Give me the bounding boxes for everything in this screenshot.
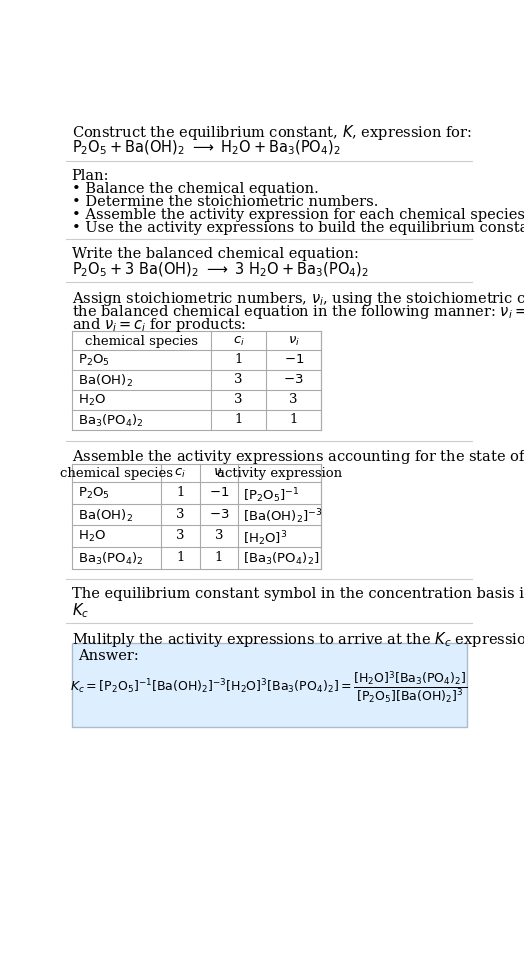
Text: $\mathrm{Ba(OH)_2}$: $\mathrm{Ba(OH)_2}$ [78, 507, 133, 524]
Text: Plan:: Plan: [72, 169, 109, 183]
Text: $\mathrm{Ba_3(PO_4)_2}$: $\mathrm{Ba_3(PO_4)_2}$ [78, 413, 144, 430]
Text: chemical species: chemical species [60, 467, 173, 480]
Text: The equilibrium constant symbol in the concentration basis is:: The equilibrium constant symbol in the c… [72, 587, 524, 601]
Text: $c_i$: $c_i$ [233, 335, 245, 347]
Text: $[\mathrm{Ba(OH)_2}]^{-3}$: $[\mathrm{Ba(OH)_2}]^{-3}$ [243, 507, 323, 526]
Text: $\mathrm{P_2O_5}$: $\mathrm{P_2O_5}$ [78, 486, 110, 502]
Text: • Assemble the activity expression for each chemical species.: • Assemble the activity expression for e… [72, 208, 524, 222]
Text: Construct the equilibrium constant, $K$, expression for:: Construct the equilibrium constant, $K$,… [72, 123, 472, 142]
Text: $\nu_i$: $\nu_i$ [213, 467, 225, 480]
Text: $\mathrm{Ba_3(PO_4)_2}$: $\mathrm{Ba_3(PO_4)_2}$ [78, 550, 144, 567]
Text: Mulitply the activity expressions to arrive at the $K_c$ expression:: Mulitply the activity expressions to arr… [72, 630, 524, 649]
Text: $-3$: $-3$ [209, 507, 229, 521]
Text: 3: 3 [289, 393, 298, 406]
Bar [72, 643, 467, 727]
Text: $-1$: $-1$ [209, 486, 229, 500]
Text: $K_c = [\mathrm{P_2O_5}]^{-1}[\mathrm{Ba(OH)_2}]^{-3}[\mathrm{H_2O}]^{3}[\mathrm: $K_c = [\mathrm{P_2O_5}]^{-1}[\mathrm{Ba… [70, 669, 467, 706]
Text: 1: 1 [215, 550, 223, 564]
Text: • Determine the stoichiometric numbers.: • Determine the stoichiometric numbers. [72, 196, 378, 209]
Text: $[\mathrm{Ba_3(PO_4)_2}]$: $[\mathrm{Ba_3(PO_4)_2}]$ [243, 550, 319, 567]
Text: 3: 3 [234, 393, 243, 406]
Text: the balanced chemical equation in the following manner: $\nu_i = -c_i$ for react: the balanced chemical equation in the fo… [72, 303, 524, 321]
Text: $[\mathrm{H_2O}]^{3}$: $[\mathrm{H_2O}]^{3}$ [243, 529, 287, 548]
Text: $-3$: $-3$ [283, 373, 304, 386]
Text: $\nu_i$: $\nu_i$ [288, 335, 300, 347]
Text: Write the balanced chemical equation:: Write the balanced chemical equation: [72, 246, 358, 261]
Text: 3: 3 [176, 507, 184, 521]
Text: Answer:: Answer: [78, 648, 139, 663]
Text: Assign stoichiometric numbers, $\nu_i$, using the stoichiometric coefficients, $: Assign stoichiometric numbers, $\nu_i$, … [72, 290, 524, 308]
Text: $\mathrm{P_2O_5}$: $\mathrm{P_2O_5}$ [78, 353, 110, 368]
Text: 1: 1 [176, 486, 184, 500]
Text: $K_c$: $K_c$ [72, 601, 89, 620]
Text: $[\mathrm{P_2O_5}]^{-1}$: $[\mathrm{P_2O_5}]^{-1}$ [243, 486, 299, 505]
Text: Assemble the activity expressions accounting for the state of matter and $\nu_i$: Assemble the activity expressions accoun… [72, 449, 524, 466]
Text: chemical species: chemical species [85, 335, 198, 347]
Text: 3: 3 [176, 529, 184, 543]
Text: • Use the activity expressions to build the equilibrium constant expression.: • Use the activity expressions to build … [72, 222, 524, 235]
Text: 3: 3 [215, 529, 223, 543]
Text: $\mathrm{Ba(OH)_2}$: $\mathrm{Ba(OH)_2}$ [78, 373, 133, 389]
Text: 1: 1 [176, 550, 184, 564]
Text: $-1$: $-1$ [283, 353, 304, 366]
Text: 1: 1 [235, 353, 243, 366]
Text: and $\nu_i = c_i$ for products:: and $\nu_i = c_i$ for products: [72, 316, 246, 334]
Text: $c_i$: $c_i$ [174, 467, 186, 480]
Text: $\mathrm{H_2O}$: $\mathrm{H_2O}$ [78, 529, 106, 545]
Text: $\mathrm{P_2O_5 + Ba(OH)_2\ \longrightarrow\ H_2O + Ba_3(PO_4)_2}$: $\mathrm{P_2O_5 + Ba(OH)_2\ \longrightar… [72, 138, 341, 156]
Text: 1: 1 [235, 413, 243, 426]
Text: • Balance the chemical equation.: • Balance the chemical equation. [72, 182, 319, 196]
Text: 1: 1 [290, 413, 298, 426]
Text: activity expression: activity expression [217, 467, 342, 480]
Text: $\mathrm{H_2O}$: $\mathrm{H_2O}$ [78, 393, 106, 409]
Text: 3: 3 [234, 373, 243, 386]
Text: $\mathrm{P_2O_5 + 3\ Ba(OH)_2\ \longrightarrow\ 3\ H_2O + Ba_3(PO_4)_2}$: $\mathrm{P_2O_5 + 3\ Ba(OH)_2\ \longrigh… [72, 261, 369, 279]
